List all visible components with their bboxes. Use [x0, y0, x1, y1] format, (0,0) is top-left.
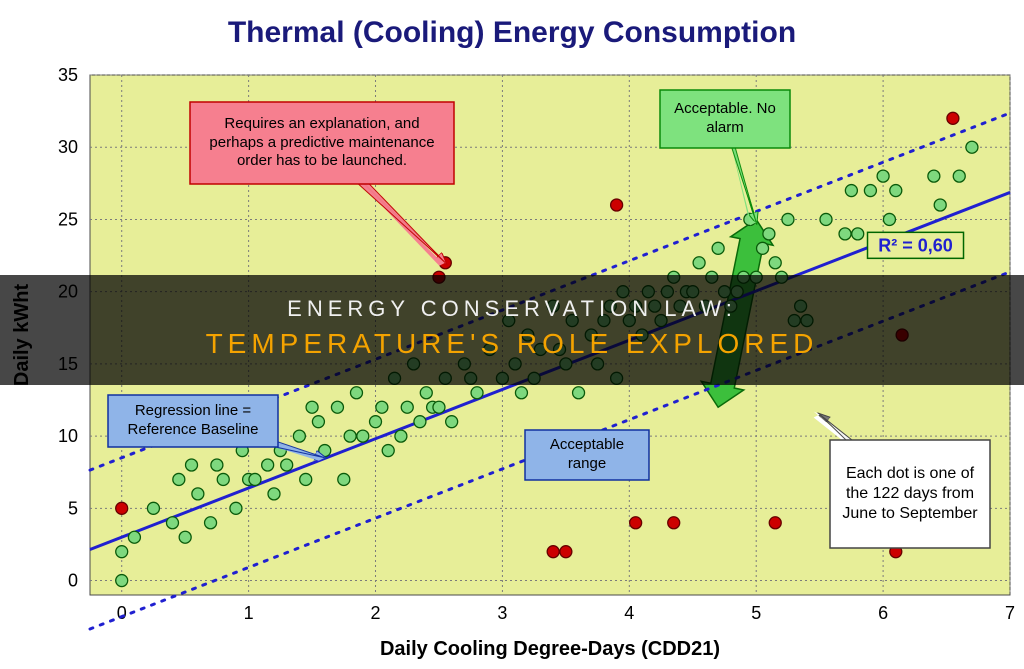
svg-text:5: 5	[68, 498, 78, 518]
r2-label: R² = 0,60	[868, 232, 964, 258]
chart-container: 0 1 2 3 4 5 6 7 0 5 10 15 20 25 30 35 Thermal (Cooling) …	[0, 0, 1024, 669]
svg-text:7: 7	[1005, 603, 1015, 623]
svg-text:35: 35	[58, 65, 78, 85]
svg-text:5: 5	[751, 603, 761, 623]
svg-text:2: 2	[371, 603, 381, 623]
svg-text:3: 3	[497, 603, 507, 623]
svg-text:25: 25	[58, 209, 78, 229]
svg-text:6: 6	[878, 603, 888, 623]
svg-text:10: 10	[58, 426, 78, 446]
svg-text:R² = 0,60: R² = 0,60	[878, 235, 953, 255]
svg-text:1: 1	[244, 603, 254, 623]
svg-text:0: 0	[68, 571, 78, 591]
y-axis-label: Daily kWht	[11, 284, 33, 387]
x-axis-label: Daily Cooling Degree-Days (CDD21)	[380, 638, 720, 660]
svg-text:15: 15	[58, 354, 78, 374]
scatter-chart: 0 1 2 3 4 5 6 7 0 5 10 15 20 25 30 35 Thermal (Cooling) …	[0, 0, 1024, 669]
svg-text:0: 0	[117, 603, 127, 623]
svg-text:30: 30	[58, 137, 78, 157]
svg-text:4: 4	[624, 603, 634, 623]
chart-title: Thermal (Cooling) Energy Consumption	[228, 16, 796, 49]
svg-text:20: 20	[58, 282, 78, 302]
annotation-range: Acceptable range	[525, 430, 649, 480]
